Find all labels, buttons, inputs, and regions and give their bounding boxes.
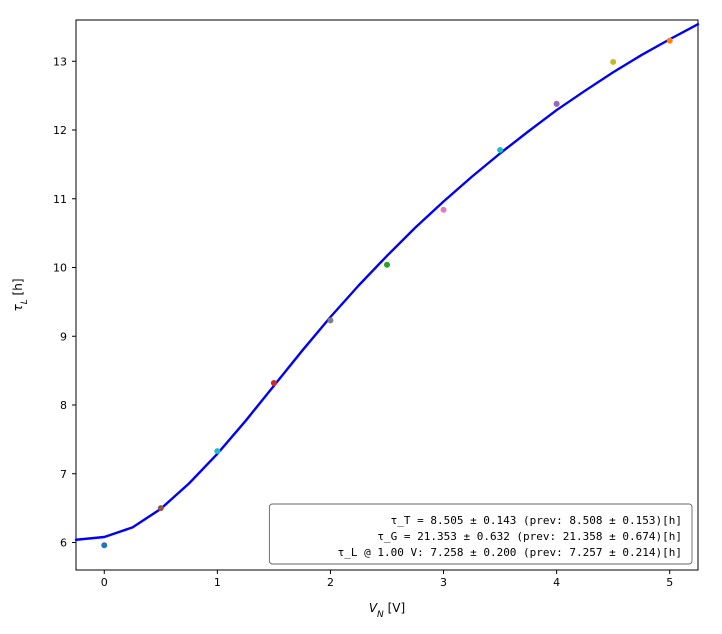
- data-point: [101, 542, 107, 548]
- data-point: [158, 505, 164, 511]
- x-tick-label: 1: [214, 576, 221, 589]
- y-axis-label: τL [h]: [11, 278, 30, 311]
- data-point: [214, 448, 220, 454]
- data-point: [441, 207, 447, 213]
- legend-line: τ_L @ 1.00 V: 7.258 ± 0.200 (prev: 7.257…: [338, 546, 682, 559]
- chart-svg: 012345678910111213VN [V]τL [h]τ_T = 8.50…: [0, 0, 722, 634]
- y-tick-label: 10: [53, 262, 67, 275]
- x-tick-label: 0: [101, 576, 108, 589]
- plot-area: [76, 20, 698, 570]
- x-tick-label: 4: [553, 576, 560, 589]
- legend-line: τ_T = 8.505 ± 0.143 (prev: 8.508 ± 0.153…: [391, 514, 682, 527]
- chart-container: 012345678910111213VN [V]τL [h]τ_T = 8.50…: [0, 0, 722, 634]
- data-point: [327, 317, 333, 323]
- data-point: [610, 59, 616, 65]
- y-tick-label: 12: [53, 124, 67, 137]
- y-tick-label: 8: [60, 399, 67, 412]
- x-axis-label: VN [V]: [369, 601, 405, 620]
- x-tick-label: 2: [327, 576, 334, 589]
- legend-line: τ_G = 21.353 ± 0.632 (prev: 21.358 ± 0.6…: [377, 530, 682, 543]
- data-point: [271, 380, 277, 386]
- y-tick-label: 13: [53, 55, 67, 68]
- y-tick-label: 6: [60, 537, 67, 550]
- data-point: [667, 38, 673, 44]
- y-tick-label: 11: [53, 193, 67, 206]
- x-tick-label: 5: [666, 576, 673, 589]
- data-point: [554, 101, 560, 107]
- data-point: [384, 262, 390, 268]
- x-tick-label: 3: [440, 576, 447, 589]
- y-tick-label: 7: [60, 468, 67, 481]
- data-point: [497, 147, 503, 153]
- y-tick-label: 9: [60, 330, 67, 343]
